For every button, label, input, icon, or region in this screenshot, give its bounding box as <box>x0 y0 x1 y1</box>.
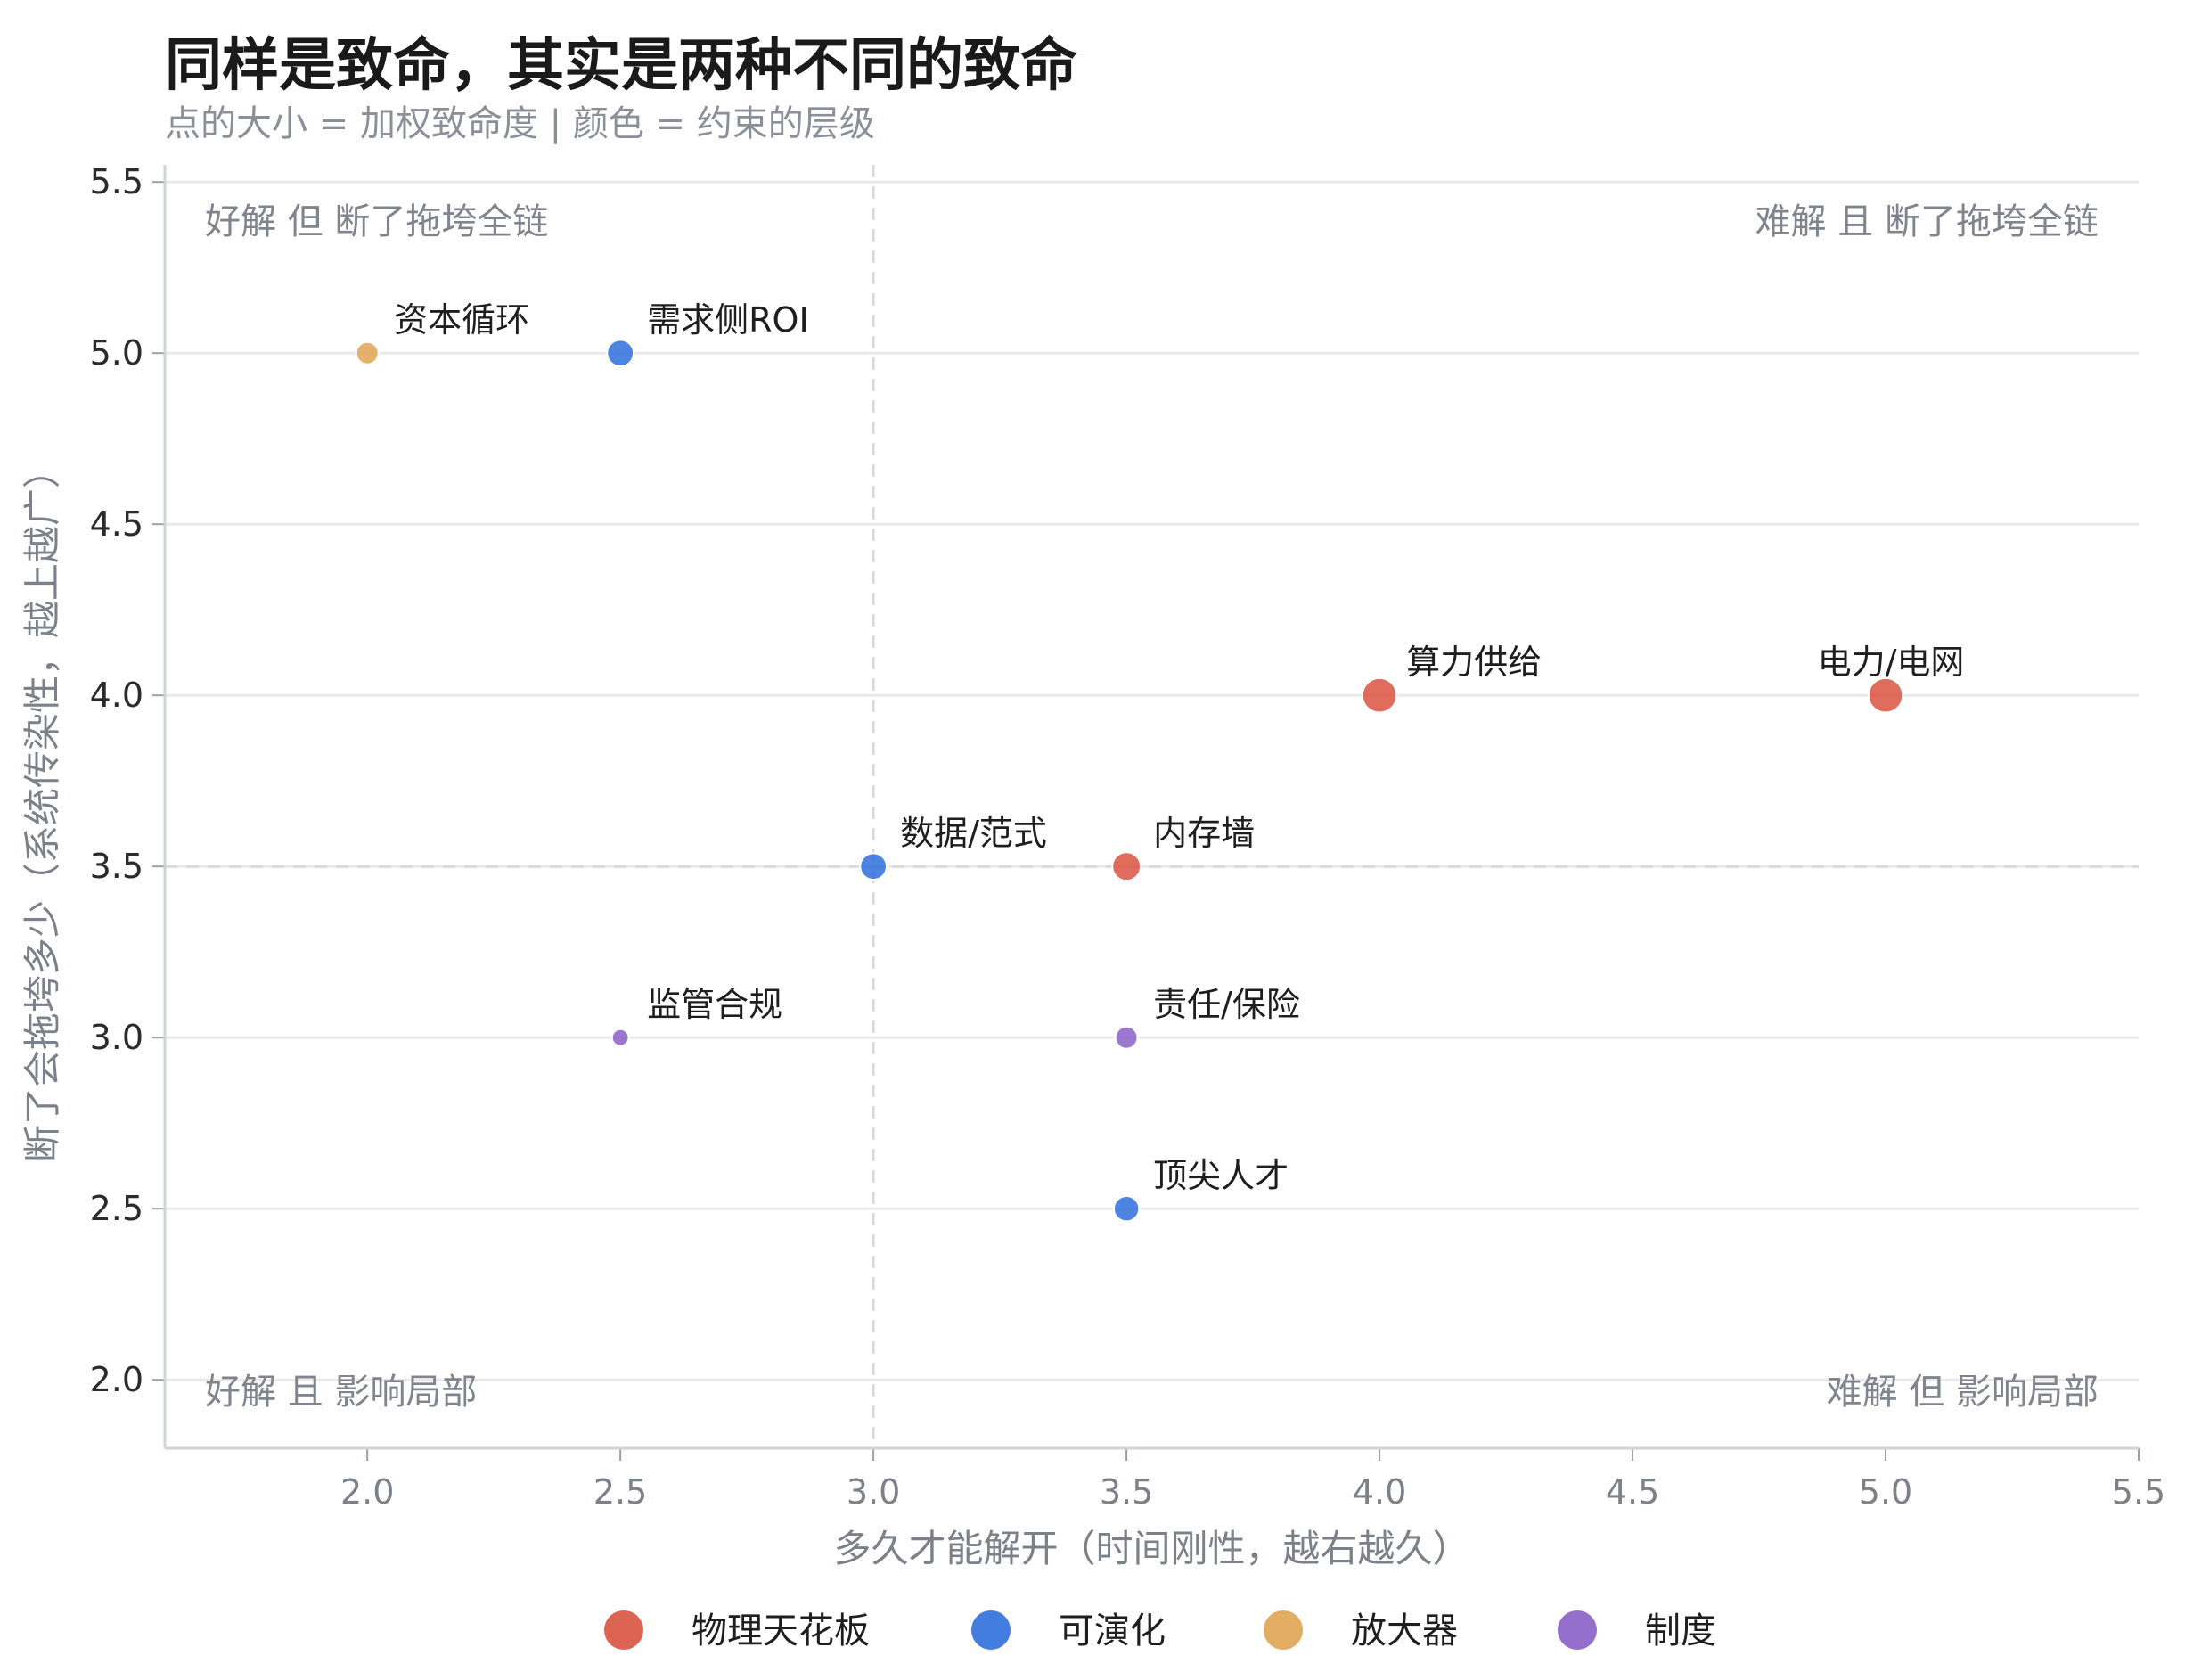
point-label-0: 资本循环 <box>394 300 529 340</box>
point-label-4: 数据/范式 <box>900 814 1047 853</box>
chart-subtitle: 点的大小 = 加权致命度 | 颜色 = 约束的层级 <box>165 103 875 144</box>
legend-label-3: 制度 <box>1645 1610 1716 1651</box>
xtick-label-1: 2.5 <box>593 1472 647 1512</box>
xtick-label-5: 4.5 <box>1606 1472 1659 1512</box>
ytick-label-5: 4.5 <box>90 504 143 544</box>
legend-label-0: 物理天花板 <box>692 1610 870 1651</box>
grid-layer <box>165 165 2139 1448</box>
ytick-label-2: 3.0 <box>90 1018 143 1057</box>
ytick-label-4: 4.0 <box>90 676 143 715</box>
legend-label-2: 放大器 <box>1351 1610 1458 1651</box>
ytick-label-1: 2.5 <box>90 1189 143 1228</box>
legend: 物理天花板 可演化 放大器 制度 <box>604 1610 1716 1651</box>
data-point-2 <box>1361 676 1398 714</box>
quadrant-label-top-left: 好解 但 断了拖垮全链 <box>205 201 548 242</box>
point-label-7: 责任/保险 <box>1153 985 1300 1024</box>
data-point-0 <box>355 340 380 365</box>
point-label-3: 电力/电网 <box>1818 643 1965 682</box>
legend-marker-2 <box>1264 1610 1303 1650</box>
quadrant-label-bottom-right: 难解 但 影响局部 <box>1827 1372 2099 1413</box>
xtick-label-2: 3.0 <box>847 1472 900 1512</box>
data-point-5 <box>1111 851 1142 882</box>
ytick-label-0: 2.0 <box>90 1360 143 1399</box>
legend-marker-0 <box>604 1610 643 1650</box>
data-point-6 <box>610 1028 630 1047</box>
x-axis-label: 多久才能解开（时间刚性，越右越久） <box>833 1527 1469 1570</box>
ytick-label-6: 5.0 <box>90 333 143 373</box>
point-label-2: 算力供给 <box>1406 643 1542 682</box>
data-point-3 <box>1867 676 1904 714</box>
xtick-label-4: 4.0 <box>1353 1472 1406 1512</box>
data-points <box>355 339 1904 1223</box>
legend-marker-1 <box>971 1610 1011 1650</box>
data-point-4 <box>859 852 888 881</box>
xtick-label-0: 2.0 <box>340 1472 394 1512</box>
legend-marker-3 <box>1558 1610 1597 1650</box>
data-point-8 <box>1112 1195 1141 1223</box>
ytick-label-7: 5.5 <box>90 162 143 201</box>
xtick-label-3: 3.5 <box>1100 1472 1153 1512</box>
chart-title: 同样是致命，其实是两种不同的致命 <box>165 33 1077 99</box>
y-axis-label: 断了会拖垮多少（系统传染性，越上越广） <box>20 451 64 1162</box>
point-label-5: 内存墙 <box>1153 814 1255 853</box>
quadrant-label-top-right: 难解 且 断了拖垮全链 <box>1755 201 2099 242</box>
xtick-label-7: 5.5 <box>2112 1472 2165 1512</box>
point-label-8: 顶尖人才 <box>1153 1156 1289 1195</box>
point-label-1: 需求侧ROI <box>647 300 809 340</box>
point-label-6: 监管合规 <box>647 985 782 1024</box>
ytick-label-3: 3.5 <box>90 847 143 886</box>
legend-label-1: 可演化 <box>1059 1610 1166 1651</box>
data-point-1 <box>606 339 635 368</box>
xtick-label-6: 5.0 <box>1859 1472 1912 1512</box>
data-point-7 <box>1114 1025 1139 1050</box>
axis-layer: 2.0 2.5 3.0 3.5 4.0 4.5 5.0 5.5 2.0 2.5 3.0 3.5 4.0 4… <box>20 162 2165 1570</box>
quadrant-label-bottom-left: 好解 且 影响局部 <box>205 1372 477 1413</box>
